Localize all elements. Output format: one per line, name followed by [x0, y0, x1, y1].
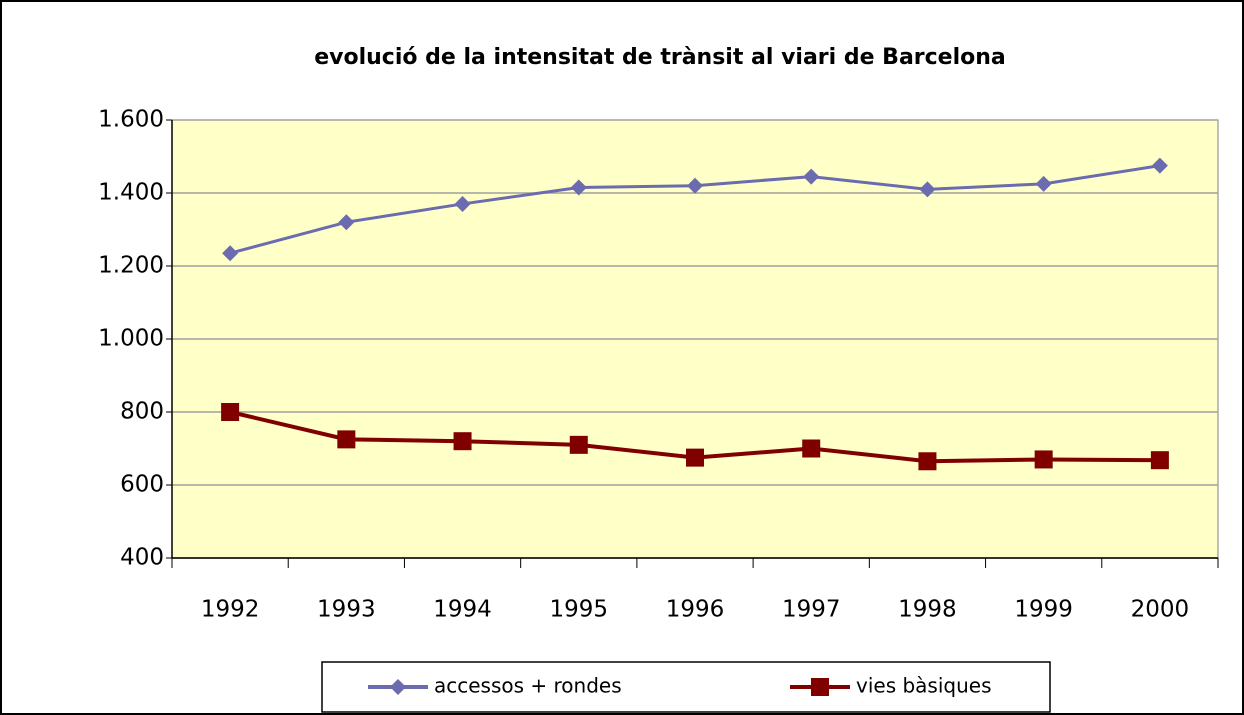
marker [222, 245, 239, 262]
legend [321, 661, 1051, 713]
x-tick-label: 1998 [898, 597, 957, 623]
legend-label: accessos + rondes [434, 674, 622, 698]
x-tick-label: 1993 [317, 597, 376, 623]
marker [337, 430, 356, 449]
marker [686, 448, 704, 467]
marker [338, 214, 355, 231]
marker [687, 177, 703, 194]
marker [1151, 157, 1168, 174]
marker [453, 432, 472, 451]
legend-marker [811, 678, 829, 696]
marker [918, 452, 937, 471]
marker [569, 435, 588, 454]
y-tick-label: 1.000 [98, 326, 164, 352]
marker [919, 181, 936, 198]
x-tick-label: 2000 [1131, 597, 1190, 623]
y-tick-label: 800 [120, 399, 164, 425]
y-tick-label: 400 [120, 545, 164, 571]
marker [454, 195, 471, 212]
x-tick-label: 1997 [782, 597, 841, 623]
y-tick-label: 1.600 [98, 107, 164, 133]
marker [221, 403, 240, 421]
y-tick-label: 1.400 [98, 180, 164, 206]
marker [1150, 451, 1169, 470]
legend-marker [390, 679, 406, 695]
marker [1034, 450, 1053, 469]
x-tick-label: 1992 [201, 597, 260, 623]
x-tick-label: 1999 [1014, 597, 1073, 623]
y-tick-label: 1.200 [98, 253, 164, 279]
y-tick-label: 600 [120, 472, 164, 498]
marker [803, 168, 820, 185]
chart-title: evolució de la intensitat de trànsit al … [314, 45, 1006, 70]
legend-label: vies bàsiques [856, 674, 992, 698]
x-tick-label: 1996 [666, 597, 725, 623]
x-tick-label: 1995 [550, 597, 609, 623]
marker [802, 439, 821, 458]
x-tick-label: 1994 [433, 597, 492, 623]
marker [570, 179, 587, 196]
marker [1035, 175, 1052, 192]
